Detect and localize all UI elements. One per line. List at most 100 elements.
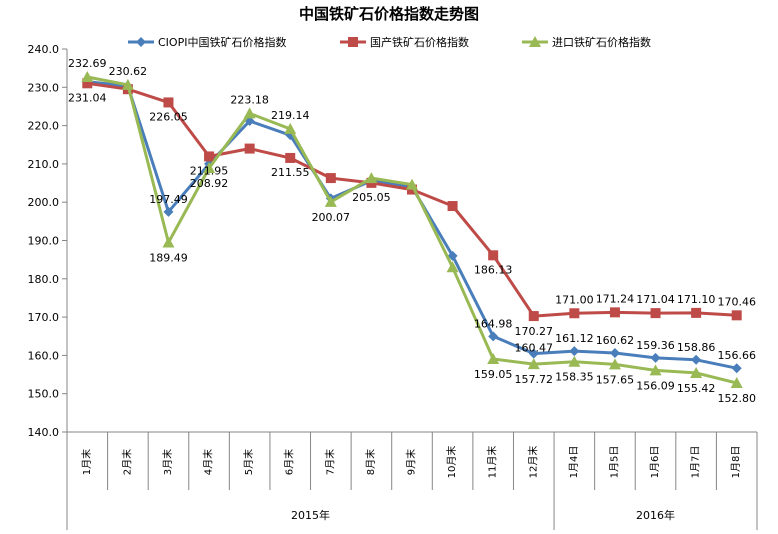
data-point [284,122,297,134]
data-label: 170.46 [717,295,756,308]
legend-marker [348,37,358,47]
data-point [608,358,621,370]
x-tick-label: 9月末 [405,449,418,475]
data-label: 171.10 [677,293,716,306]
data-point [285,152,296,163]
data-point [528,348,539,359]
legend: CIOPI中国铁矿石价格指数 国产铁矿石价格指数 进口铁矿石价格指数 [128,35,651,49]
data-point [162,236,175,248]
y-tick-label: 210.0 [28,158,60,171]
x-tick-label: 1月7日 [690,446,702,479]
data-point [527,358,540,370]
data-label: 230.62 [109,65,148,78]
data-point [446,261,459,273]
data-label: 164.98 [474,317,513,330]
data-label: 171.04 [636,293,675,306]
y-tick-label: 200.0 [28,196,60,209]
axes: 140.0 150.0 160.0 170.0 180.0 190.0 200.0 210.0… [28,43,758,530]
data-point [690,366,703,378]
data-point [691,354,702,365]
data-point [650,308,661,319]
data-point [730,376,743,388]
legend-label: 进口铁矿石价格指数 [552,35,651,49]
data-point [82,78,93,89]
data-label: 156.66 [717,349,756,362]
data-label: 186.13 [474,263,513,276]
y-tick-label: 140.0 [28,426,60,439]
data-point [203,162,216,174]
y-tick-label: 180.0 [28,273,60,286]
data-point [447,201,458,212]
data-label: 158.86 [677,341,716,354]
data-label: 231.04 [68,91,107,104]
data-point [488,331,499,342]
data-point [609,348,620,359]
x-tick-label: 5月末 [242,449,255,475]
legend-label: CIOPI中国铁矿石价格指数 [158,35,286,49]
x-tick-label: 1月8日 [730,446,742,479]
x-tick-label: 7月末 [323,449,336,475]
y-tick-label: 150.0 [28,388,60,401]
x-tick-label: 3月末 [161,449,174,475]
x-group-label: 2015年 [291,508,330,522]
chart-title: 中国铁矿石价格指数走势图 [299,5,479,23]
data-point [609,307,620,318]
data-point [325,173,336,184]
data-point [324,195,337,207]
data-label: 157.72 [515,373,554,386]
x-group-label: 2016年 [636,508,675,522]
data-point [528,311,539,322]
data-label: 208.92 [190,177,229,190]
data-label: 158.35 [555,371,594,384]
legend-marker [529,36,541,47]
data-point [731,363,742,374]
data-label: 223.18 [230,93,269,106]
data-label: 161.12 [555,332,594,345]
y-tick-label: 230.0 [28,81,60,94]
data-label: 155.42 [677,382,716,395]
data-label: 156.09 [636,379,675,392]
data-label: 211.95 [190,164,229,177]
x-tick-label: 4月末 [202,449,215,475]
data-point [365,172,378,184]
x-tick-label: 1月末 [80,449,93,475]
data-label: 219.14 [271,109,310,122]
x-tick-label: 1月5日 [608,446,620,479]
data-label: 159.36 [636,339,675,352]
data-point [406,178,418,190]
data-label: 205.05 [352,191,391,204]
data-label: 152.80 [717,392,756,405]
data-label: 157.65 [596,373,635,386]
y-tick-label: 190.0 [28,235,60,248]
data-point [569,346,580,357]
data-label: 197.49 [149,193,188,206]
y-tick-label: 160.0 [28,349,60,362]
data-point [243,107,256,119]
legend-marker [136,37,146,47]
plot-area [81,70,743,388]
data-label: 160.62 [596,334,635,347]
x-tick-label: 8月末 [364,449,377,475]
data-point [650,352,661,363]
data-point [163,97,174,108]
x-tick-label: 12月末 [526,446,539,479]
data-point [488,250,499,261]
data-label: 232.69 [68,57,107,70]
data-point [487,353,500,365]
data-label: 170.27 [515,325,554,338]
x-tick-label: 2月末 [120,449,133,475]
data-label: 171.24 [596,292,635,305]
data-point [244,143,255,154]
x-tick-label: 1月6日 [649,446,661,479]
data-label: 226.05 [149,110,188,123]
data-point [121,78,134,90]
data-label: 171.00 [555,293,594,306]
data-label: 211.55 [271,166,310,179]
x-tick-label: 6月末 [283,449,296,475]
data-point [691,307,702,318]
y-tick-label: 170.0 [28,311,60,324]
data-label: 200.07 [312,211,351,224]
